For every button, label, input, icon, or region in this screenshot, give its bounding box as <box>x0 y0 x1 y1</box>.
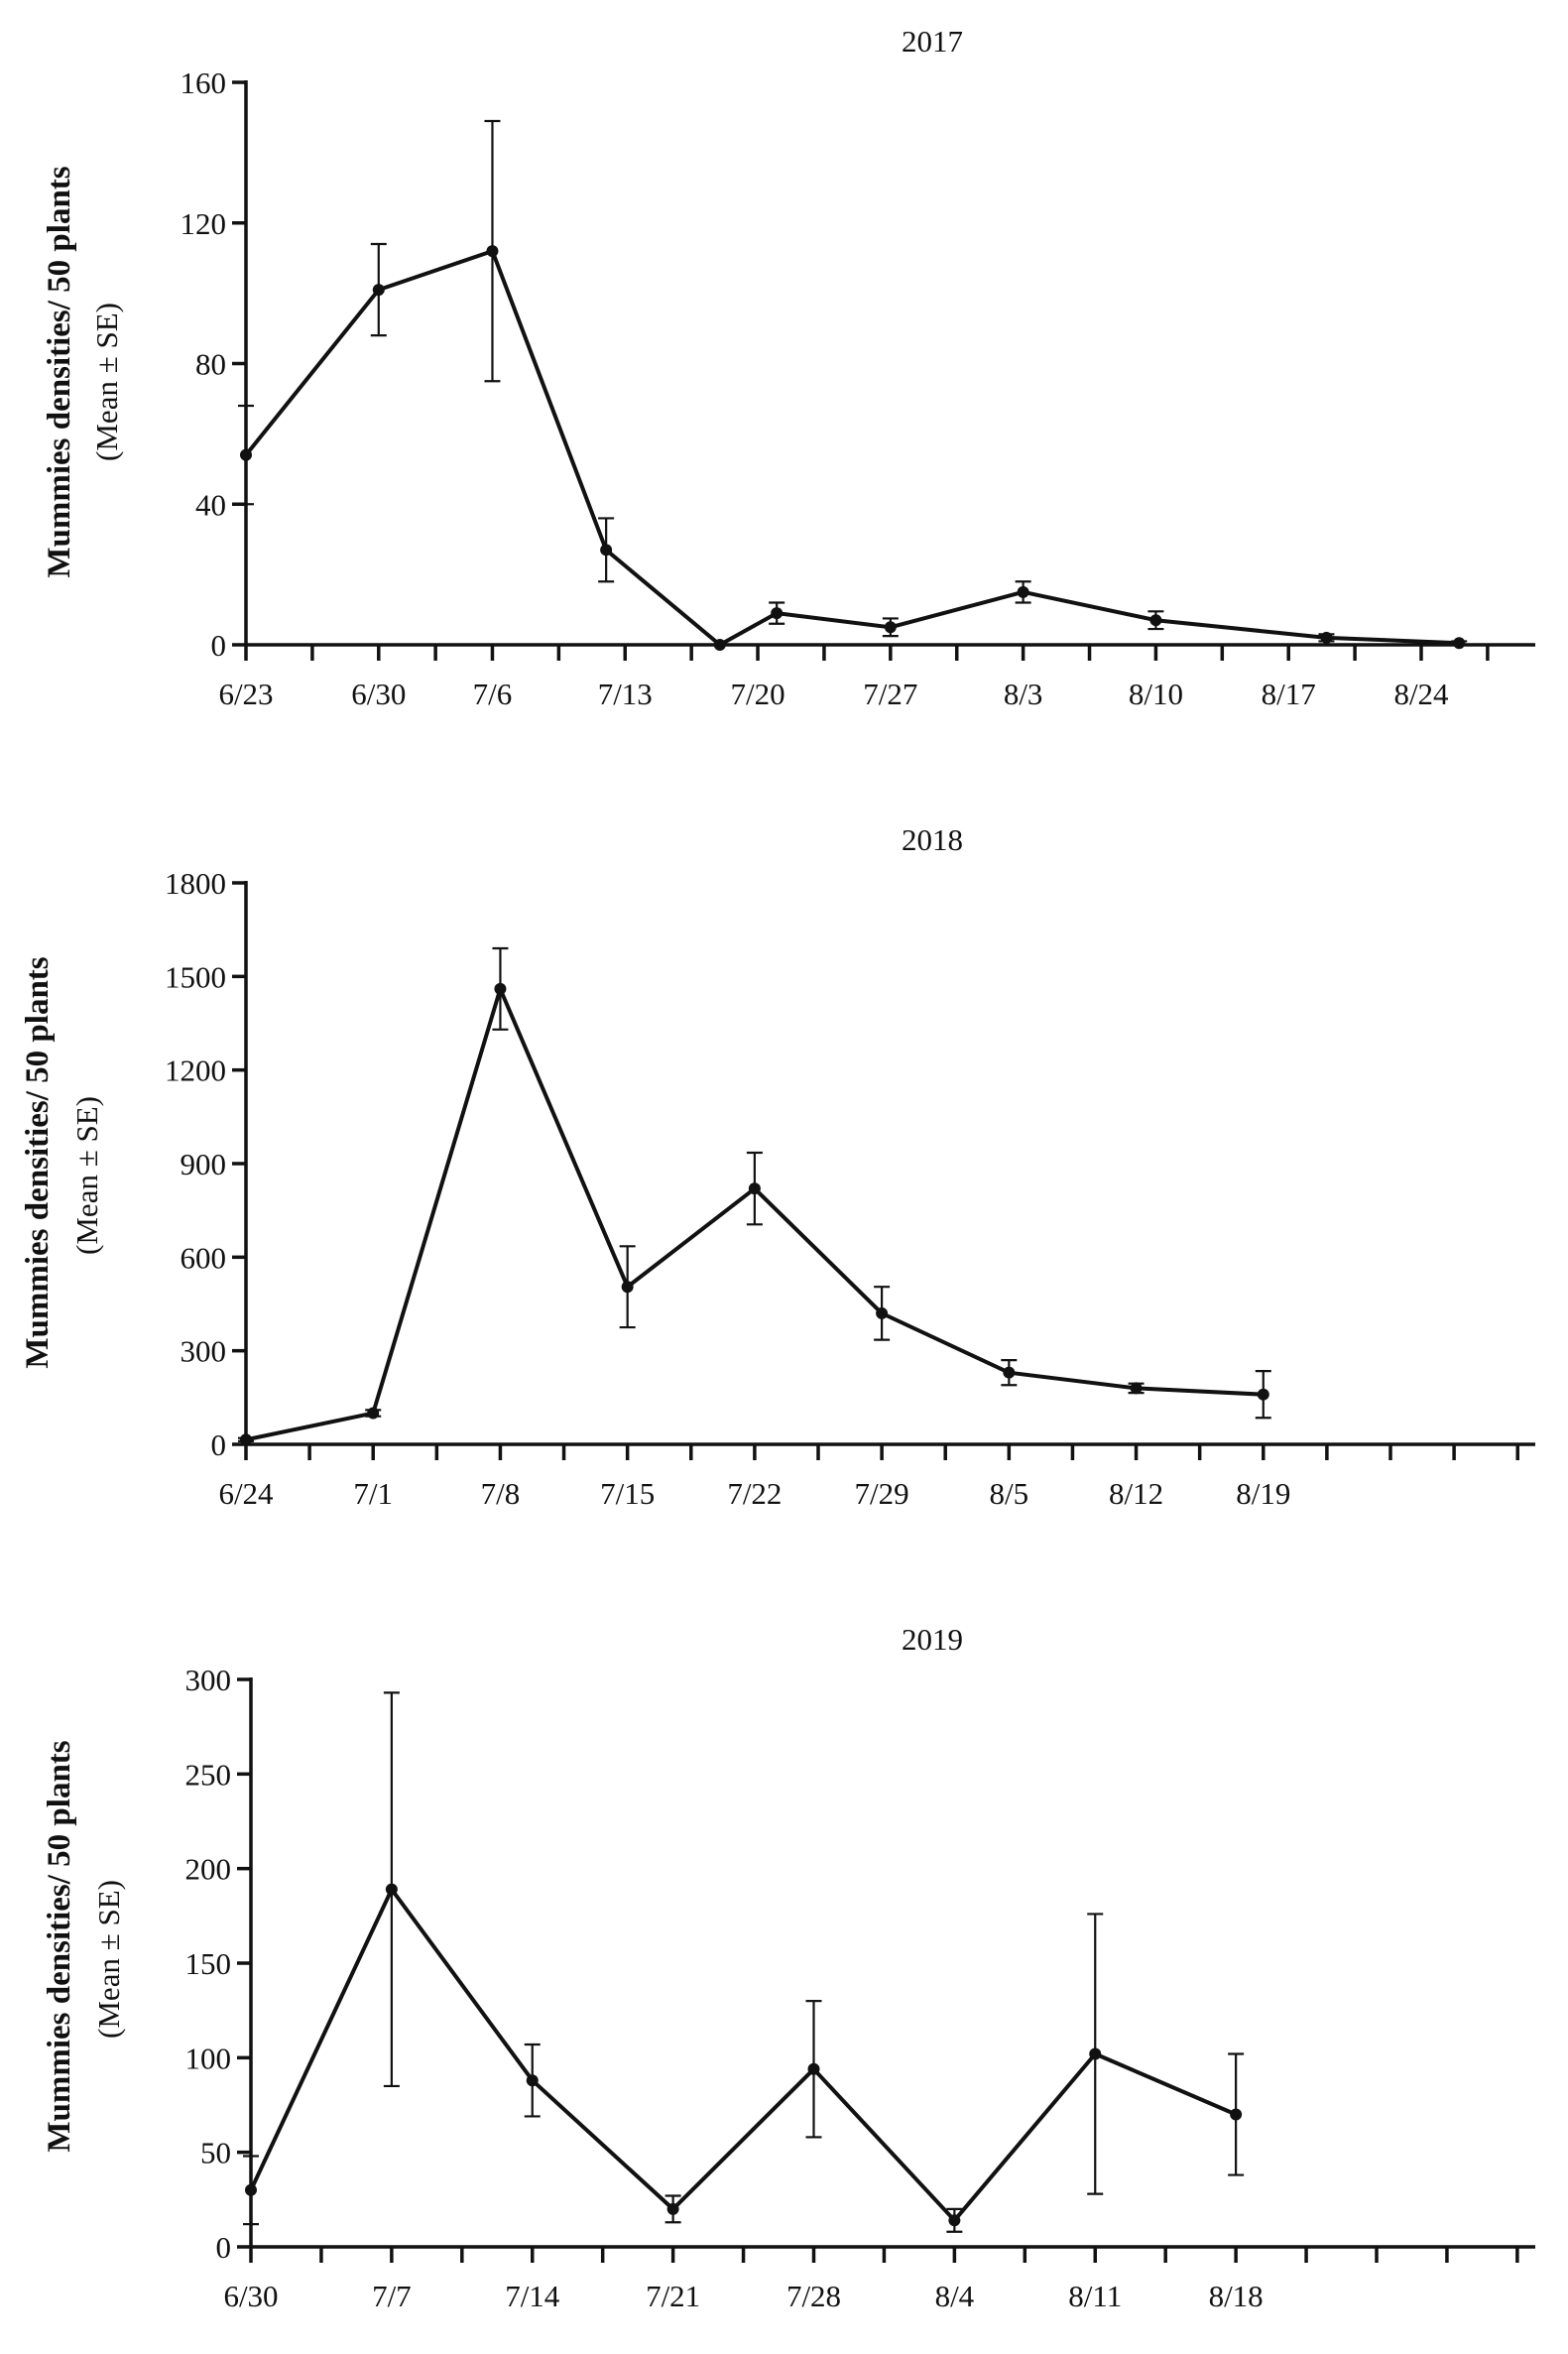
data-point <box>1089 2047 1102 2060</box>
x-tick-label: 8/24 <box>1393 677 1449 711</box>
data-point <box>1130 1382 1143 1395</box>
data-point <box>600 544 613 557</box>
data-point <box>713 639 726 651</box>
x-tick-label: 8/11 <box>1068 2279 1122 2313</box>
panel-2018: 2018 Mummies densities/ 50 plants (Mean … <box>20 822 1535 1511</box>
y-axis-sublabel-2018: (Mean ± SE) <box>69 1096 104 1255</box>
x-tick-label: 7/28 <box>786 2279 841 2313</box>
y-tick-label: 0 <box>211 628 227 663</box>
data-point <box>621 1281 634 1294</box>
y-axis-sublabel-2019: (Mean ± SE) <box>91 1880 126 2039</box>
y-axis-label-2019: Mummies densities/ 50 plants <box>42 1740 77 2152</box>
chart-title-2019: 2019 <box>902 1622 963 1657</box>
x-tick-label: 7/27 <box>863 677 917 711</box>
plot-area-2019: 0 50 100 150 200 250 300 6/30 7/7 7/14 7/21 7/28 8/4… <box>185 1663 1535 2313</box>
y-tick-label: 50 <box>200 2136 231 2170</box>
y-tick-label: 100 <box>185 2041 232 2075</box>
x-tick-label: 7/8 <box>481 1476 521 1511</box>
panel-2019: 2019 Mummies densities/ 50 plants (Mean … <box>42 1622 1535 2313</box>
x-tick-label: 8/12 <box>1109 1476 1163 1511</box>
x-tick-label: 6/30 <box>223 2279 278 2313</box>
x-tick-label: 7/29 <box>855 1476 909 1511</box>
x-tick-label: 7/15 <box>600 1476 655 1511</box>
x-tick-label: 6/24 <box>218 1476 274 1511</box>
y-tick-label: 600 <box>181 1240 227 1275</box>
x-tick-label: 7/1 <box>353 1476 393 1511</box>
data-point <box>884 621 897 634</box>
data-point <box>372 284 385 297</box>
y-tick-label: 1800 <box>165 866 226 901</box>
plot-area-2017: 0 40 80 120 160 6/23 6/30 7/6 7/13 7/20 7/27 8/3 8/1… <box>181 65 1535 711</box>
data-point <box>771 607 784 620</box>
data-point <box>245 2183 257 2196</box>
data-point <box>1257 1388 1269 1401</box>
data-point <box>876 1306 889 1319</box>
data-point <box>240 448 252 461</box>
x-tick-label: 7/7 <box>372 2279 412 2313</box>
x-tick-label: 8/10 <box>1129 677 1183 711</box>
data-point <box>807 2062 820 2075</box>
y-tick-label: 250 <box>185 1757 232 1792</box>
x-tick-label: 8/18 <box>1209 2279 1264 2313</box>
x-tick-label: 8/19 <box>1236 1476 1290 1511</box>
y-tick-label: 300 <box>181 1334 227 1369</box>
x-tick-label: 7/21 <box>646 2279 700 2313</box>
chart-title-2017: 2017 <box>902 24 963 59</box>
x-tick-label: 7/13 <box>598 677 653 711</box>
series-line <box>244 249 1460 647</box>
data-point <box>486 245 499 258</box>
y-tick-label: 1500 <box>165 959 226 994</box>
data-point <box>494 982 507 995</box>
y-tick-label: 200 <box>185 1852 232 1887</box>
data-point <box>1230 2108 1243 2121</box>
y-tick-label: 80 <box>195 347 226 382</box>
y-axis-label-2018: Mummies densities/ 50 plants <box>20 956 56 1368</box>
x-tick-label: 7/14 <box>505 2279 560 2313</box>
y-tick-label: 1200 <box>165 1053 226 1088</box>
data-point <box>1149 614 1162 627</box>
data-point <box>748 1182 761 1195</box>
y-tick-label: 160 <box>181 65 227 100</box>
y-tick-label: 900 <box>181 1147 227 1181</box>
data-point <box>1017 585 1029 598</box>
data-point <box>367 1407 380 1420</box>
data-point <box>1320 631 1333 644</box>
x-tick-label: 8/3 <box>1004 677 1043 711</box>
data-point <box>666 2202 679 2215</box>
x-tick-label: 6/23 <box>218 677 273 711</box>
x-tick-label: 8/4 <box>935 2279 975 2313</box>
data-point <box>240 1433 252 1446</box>
x-tick-label: 7/22 <box>727 1476 782 1511</box>
data-point <box>526 2074 539 2087</box>
series-line <box>249 1887 1237 2223</box>
y-axis-sublabel-2017: (Mean ± SE) <box>89 303 124 461</box>
y-tick-label: 40 <box>195 487 226 522</box>
x-tick-label: 8/17 <box>1262 677 1316 711</box>
y-tick-label: 0 <box>216 2230 232 2265</box>
y-axis-label-2017: Mummies densities/ 50 plants <box>42 166 77 577</box>
x-tick-label: 6/30 <box>351 677 406 711</box>
y-tick-label: 150 <box>185 1946 232 1981</box>
plot-area-2018: 0 300 600 900 1200 1500 1800 6/24 7/1 7/8 7/15 7/22… <box>165 866 1535 1511</box>
y-tick-label: 300 <box>185 1663 232 1697</box>
data-point <box>948 2214 961 2227</box>
panel-2017: 2017 Mummies densities/ 50 plants (Mean … <box>42 24 1535 711</box>
y-tick-label: 120 <box>181 206 227 241</box>
chart-title-2018: 2018 <box>902 822 963 857</box>
x-tick-label: 7/20 <box>730 677 784 711</box>
y-tick-label: 0 <box>211 1427 227 1462</box>
x-tick-label: 7/6 <box>473 677 513 711</box>
data-point <box>1003 1366 1016 1379</box>
data-point <box>385 1883 398 1896</box>
x-tick-label: 8/5 <box>990 1476 1029 1511</box>
data-point <box>1453 637 1466 650</box>
